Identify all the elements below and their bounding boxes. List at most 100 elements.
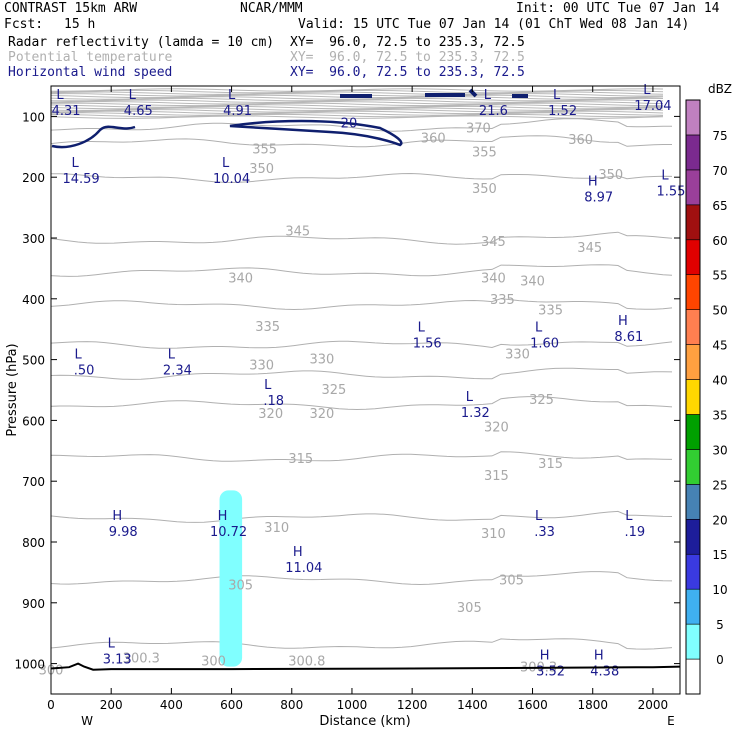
theta-contour bbox=[50, 135, 672, 148]
wind-extremum-value: 4.91 bbox=[223, 104, 252, 119]
theta-label: 300.3 bbox=[123, 652, 160, 667]
wind-extremum-marker: L bbox=[168, 348, 176, 363]
wind-contour-label: 20 bbox=[341, 116, 358, 131]
colorbar-swatch bbox=[685, 518, 701, 555]
theta-label: 325 bbox=[321, 383, 346, 398]
field-xy-theta: XY= 96.0, 72.5 to 235.3, 72.5 bbox=[290, 50, 525, 65]
wind-extremum-marker: H bbox=[588, 174, 598, 189]
theta-label: 360 bbox=[568, 133, 593, 148]
wind-extremum-value: 14.59 bbox=[62, 172, 99, 187]
endpoint-west: W bbox=[81, 714, 93, 728]
wind-extremum-value: 3.13 bbox=[103, 652, 132, 667]
colorbar-frame bbox=[685, 99, 701, 695]
theta-contour bbox=[50, 396, 673, 411]
wind-extremum-value: 11.04 bbox=[285, 561, 322, 576]
wind-extremum-marker: L bbox=[222, 156, 230, 171]
wind-extremum-marker: L bbox=[264, 378, 272, 393]
theta-label: 330 bbox=[505, 348, 530, 363]
y-tick-label: 100 bbox=[22, 110, 45, 124]
valid-time: Valid: 15 UTC Tue 07 Jan 14 (01 ChT Wed … bbox=[298, 17, 690, 32]
x-tick-label: 600 bbox=[220, 698, 243, 712]
wind-extremum-value: .33 bbox=[534, 525, 555, 540]
model-title: CONTRAST 15km ARW bbox=[4, 1, 138, 16]
theta-label: 300 bbox=[201, 655, 226, 670]
x-tick-label: 800 bbox=[280, 698, 303, 712]
wind-extremum-marker: H bbox=[112, 509, 122, 524]
colorbar-swatch bbox=[685, 309, 701, 345]
colorbar-swatch bbox=[685, 588, 701, 625]
colorbar-swatch bbox=[685, 623, 701, 660]
y-tick-label: 700 bbox=[22, 475, 45, 489]
wind-extremum-marker: H bbox=[594, 649, 604, 664]
colorbar-swatch bbox=[685, 344, 701, 380]
forecast-hours: 15 h bbox=[64, 17, 96, 32]
colorbar-swatch bbox=[685, 658, 701, 695]
field-xy-reflectivity: XY= 96.0, 72.5 to 235.3, 72.5 bbox=[290, 35, 525, 50]
theta-label: 325 bbox=[529, 393, 554, 408]
theta-contour bbox=[50, 231, 673, 245]
colorbar-level-label: 75 bbox=[712, 129, 727, 143]
theta-label: 345 bbox=[481, 235, 506, 250]
wind-extremum-marker: L bbox=[553, 88, 561, 103]
wind-extremum-value: 1.55 bbox=[656, 184, 685, 199]
wind-jet-contour bbox=[340, 88, 528, 98]
colorbar-level-label: 15 bbox=[712, 548, 727, 562]
wind-extremum-value: 1.32 bbox=[461, 406, 490, 421]
theta-label: 320 bbox=[309, 407, 334, 422]
x-tick-label: 1600 bbox=[517, 698, 548, 712]
field-xy-wind: XY= 96.0, 72.5 to 235.3, 72.5 bbox=[290, 65, 525, 80]
theta-label: 370 bbox=[466, 121, 491, 136]
plot-frame bbox=[50, 85, 681, 695]
theta-label: 340 bbox=[481, 272, 506, 287]
theta-contour bbox=[50, 172, 673, 184]
y-tick-label: 300 bbox=[22, 232, 45, 246]
theta-contour bbox=[50, 451, 673, 462]
wind-extremum-value: 4.65 bbox=[124, 104, 153, 119]
field-name-reflectivity: Radar reflectivity (lamda = 10 cm) bbox=[8, 35, 275, 50]
colorbar-level-label: 55 bbox=[712, 269, 727, 283]
wind-extremum-marker: L bbox=[418, 320, 426, 335]
wind-extremum-value: .18 bbox=[263, 394, 284, 409]
theta-contour bbox=[50, 638, 673, 650]
x-tick-label: 400 bbox=[160, 698, 183, 712]
colorbar-swatch bbox=[685, 99, 701, 136]
org-label: NCAR/MMM bbox=[240, 1, 303, 16]
theta-label: 350 bbox=[598, 168, 623, 183]
wind-extremum-value: 8.97 bbox=[584, 190, 613, 205]
x-tick-label: 1200 bbox=[397, 698, 428, 712]
colorbar-level-label: 50 bbox=[712, 304, 727, 318]
wind-extremum-marker: L bbox=[484, 88, 492, 103]
theta-label: 315 bbox=[538, 457, 563, 472]
colorbar-level-label: 0 bbox=[716, 653, 724, 667]
colorbar-level-label: 40 bbox=[712, 374, 727, 388]
theta-label: 355 bbox=[472, 146, 497, 161]
y-tick-label: 900 bbox=[22, 597, 45, 611]
colorbar-unit: dBZ bbox=[708, 82, 732, 96]
colorbar-swatch bbox=[685, 239, 701, 276]
theta-label: 330 bbox=[309, 352, 334, 367]
colorbar-swatch bbox=[685, 169, 701, 206]
theta-label: 340 bbox=[520, 275, 545, 290]
theta-label: 335 bbox=[255, 320, 280, 335]
theta-label: 335 bbox=[538, 304, 563, 319]
x-axis-title: Distance (km) bbox=[319, 714, 410, 729]
wind-20-contour bbox=[51, 119, 403, 149]
y-tick-label: 1000 bbox=[14, 658, 45, 672]
colorbar-swatch bbox=[685, 134, 701, 171]
wind-extremum-value: .19 bbox=[625, 525, 646, 540]
theta-label: 340 bbox=[228, 272, 253, 287]
colorbar-level-label: 5 bbox=[716, 618, 724, 632]
y-tick-label: 800 bbox=[22, 536, 45, 550]
colorbar-level-label: 70 bbox=[712, 164, 727, 178]
wind-extremum-marker: H bbox=[218, 509, 228, 524]
colorbar-swatch bbox=[685, 449, 701, 485]
colorbar-swatch bbox=[685, 553, 701, 590]
wind-extremum-value: .50 bbox=[74, 364, 95, 379]
theta-label: 300.8 bbox=[288, 655, 325, 670]
colorbar-level-label: 45 bbox=[712, 339, 727, 353]
theta-label: 360 bbox=[421, 132, 446, 147]
theta-label: 310 bbox=[481, 527, 506, 542]
theta-label: 350 bbox=[249, 162, 274, 177]
colorbar-swatch bbox=[685, 379, 701, 415]
